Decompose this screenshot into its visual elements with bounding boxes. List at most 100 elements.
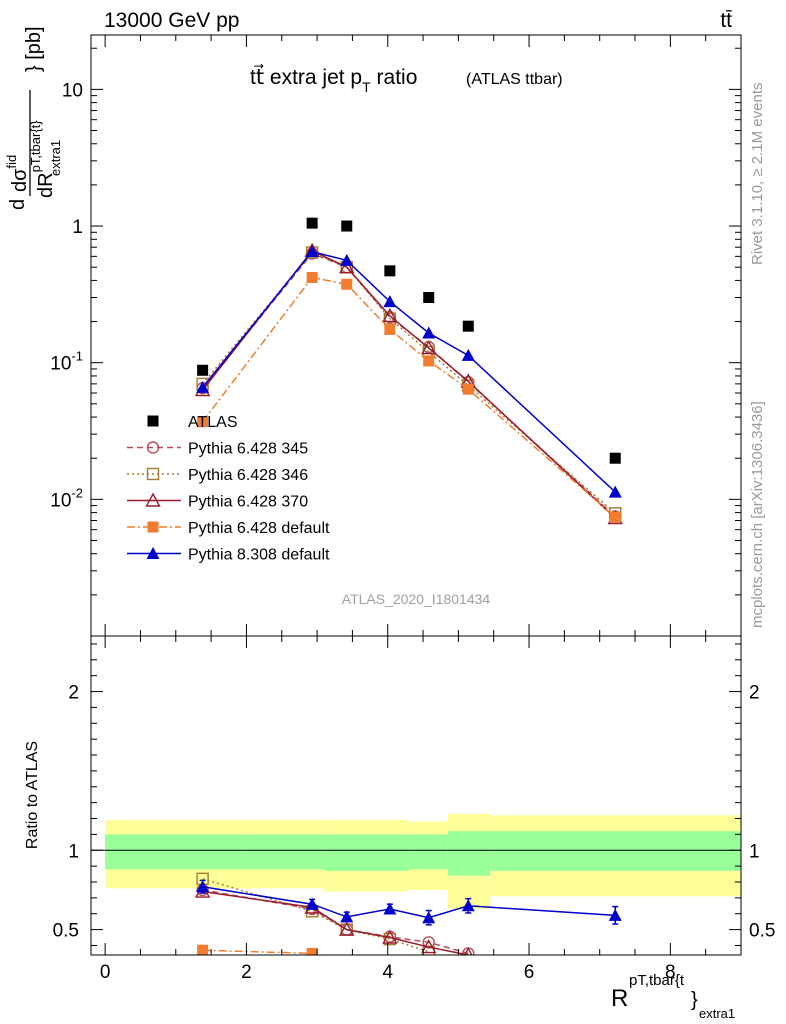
ratio-point-pythia-8-308-default (383, 902, 397, 915)
legend-label-pythia-6-428-370: Pythia 6.428 370 (188, 494, 308, 511)
ylabel-denominator: dR (35, 172, 57, 198)
x-tick-label: 0 (100, 962, 111, 983)
main-point-pythia-6-428-default (462, 383, 474, 395)
ratio-band-stat (447, 831, 491, 876)
legend-marker-pythia-6-428-346 (146, 467, 160, 481)
mcplots-label: mcplots.cern.ch [arXiv:1306.3436] (749, 401, 766, 628)
legend-label-pythia-6-428-345: Pythia 6.428 345 (188, 441, 308, 458)
main-point-atlas (341, 220, 353, 232)
x-tick-label: 6 (524, 962, 535, 983)
process-label: tt̄ (720, 9, 732, 32)
main-point-atlas (306, 217, 318, 229)
ratio-band-stat (246, 834, 325, 870)
ratio-frame (90, 635, 742, 956)
ylabel-numerator-sup: fid (4, 155, 19, 169)
legend-label-pythia-6-428-default: Pythia 6.428 default (188, 520, 330, 537)
ratio-y-tick-label-left: 2 (68, 683, 79, 704)
legend-marker-atlas (147, 415, 159, 427)
x-axis-label: R pT,tbar{t } extra1 (611, 972, 735, 1021)
ratio-point-pythia-6-428-default (306, 947, 318, 955)
ylabel-denominator-sup: pT,tbar{t} (28, 120, 43, 173)
ratio-point-pythia-8-308-default (340, 910, 354, 923)
x-tick-label: 2 (241, 962, 252, 983)
ratio-y-tick-label-left: 1 (68, 841, 79, 862)
title-subscript: T (362, 79, 371, 95)
ratio-point-pythia-8-308-default (461, 899, 475, 912)
main-point-pythia-8-308-default (461, 348, 475, 361)
ratio-band-stat (105, 834, 247, 870)
main-panel-axes: 10 1 10-1 10-2 (50, 34, 742, 637)
ratio-y-tick-label-right: 2 (749, 683, 760, 704)
rivet-version-label: Rivet 3.1.10, ≥ 2.1M events (749, 83, 766, 266)
main-y-tick-label: 10 (62, 80, 83, 101)
svg-text:pT,tbar{t: pT,tbar{t (629, 972, 685, 989)
plot-title-small: (ATLAS ttbar) (466, 71, 563, 88)
ratio-y-tick-label-left: 0.5 (53, 921, 79, 942)
legend-label-pythia-8-308-default: Pythia 8.308 default (188, 547, 330, 564)
main-point-pythia-6-428-default (384, 323, 396, 335)
ratio-point-pythia-6-428-370 (339, 921, 355, 936)
main-point-pythia-6-428-default (341, 278, 353, 290)
svg-text:}: } (691, 989, 698, 1011)
x-tick-label: 8 (665, 962, 676, 983)
main-point-atlas (384, 265, 396, 277)
main-point-pythia-6-428-default (197, 416, 209, 428)
main-y-axis-label: d dσfid dRpT,tbar{t} extra1 } [pb] (4, 26, 63, 210)
ratio-point-pythia-8-308-default (422, 911, 436, 924)
ratio-band-stat (324, 834, 367, 871)
main-point-pythia-8-308-default (305, 245, 319, 258)
main-point-atlas (197, 364, 209, 376)
ratio-band-stat (490, 831, 741, 871)
ratio-point-pythia-8-308-default (608, 908, 622, 921)
x-tick-label: 4 (382, 962, 393, 983)
ratio-point-pythia-6-428-default (197, 944, 209, 955)
main-point-atlas (609, 452, 621, 464)
main-point-pythia-8-308-default (608, 485, 622, 498)
plot-title: tt⃗ extra jet pT ratio (250, 64, 417, 95)
analysis-watermark: ATLAS_2020_I1801434 (342, 591, 491, 607)
main-point-pythia-6-428-370 (382, 307, 398, 323)
ylabel-d: d (7, 199, 29, 210)
ratio-point-pythia-8-308-default (305, 897, 319, 910)
main-y-tick-label: 1 (72, 217, 83, 238)
ratio-panel-axes: 0.5 0.5 1 1 2 2 0 2 4 6 8 (53, 635, 775, 983)
legend-marker-pythia-6-428-345 (146, 441, 160, 454)
ratio-band-stat (408, 834, 448, 870)
main-point-pythia-8-308-default (196, 380, 210, 393)
ratio-line-pythia-6-428-346 (202, 878, 429, 953)
legend: ATLAS Pythia 6.428 345 Pythia 6.428 346 Pyt… (127, 414, 330, 564)
ratio-point-pythia-6-428-370 (421, 939, 437, 954)
ratio-point-pythia-6-428-370 (382, 929, 398, 944)
ratio-point-pythia-8-308-default (196, 880, 210, 893)
main-y-tick-label: 10-1 (50, 349, 83, 375)
ratio-line-pythia-6-428-370 (202, 890, 469, 955)
legend-marker-pythia-6-428-370 (145, 492, 161, 507)
svg-text:extra1: extra1 (699, 1006, 735, 1021)
legend-label-pythia-6-428-346: Pythia 6.428 346 (188, 467, 308, 484)
ratio-line-pythia-6-428-default (202, 949, 313, 955)
main-panel-series (194, 217, 623, 525)
svg-text:R: R (611, 985, 628, 1012)
ylabel-unit: [pb] (23, 26, 45, 59)
ratio-y-tick-label-right: 1 (749, 841, 760, 862)
ratio-band-stat (366, 834, 409, 871)
main-point-pythia-6-428-370 (421, 340, 437, 355)
svg-text:} [pb]: } [pb] (23, 26, 45, 72)
main-point-pythia-6-428-default (306, 272, 318, 284)
main-point-pythia-8-308-default (340, 253, 354, 266)
ylabel-denominator-sub: extra1 (48, 140, 63, 176)
main-point-pythia-6-428-default (423, 355, 435, 367)
ratio-y-tick-label-right: 0.5 (749, 921, 775, 942)
main-point-pythia-8-308-default (422, 326, 436, 339)
ratio-uncertainty-bands (91, 813, 741, 909)
legend-marker-pythia-6-428-default (147, 521, 159, 533)
legend-marker-pythia-8-308-default (146, 547, 160, 559)
main-point-atlas (423, 291, 435, 303)
main-point-pythia-8-308-default (383, 295, 397, 308)
main-y-tick-label: 10-2 (50, 485, 83, 511)
svg-text:d: d (7, 199, 29, 210)
legend-label-atlas: ATLAS (188, 414, 238, 431)
svg-text:dRpT,tbar{t}: dRpT,tbar{t} (28, 120, 57, 198)
svg-text:dσfid: dσfid (4, 155, 31, 192)
